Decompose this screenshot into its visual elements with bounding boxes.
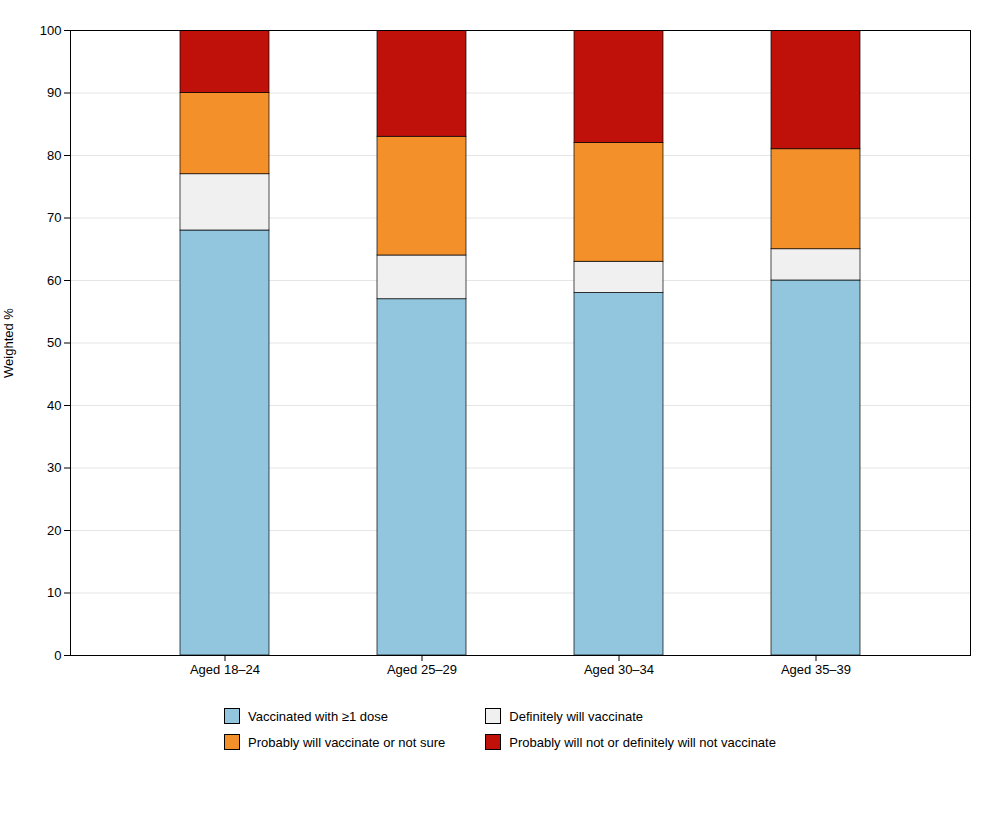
- svg-text:Aged 30–34: Aged 30–34: [584, 662, 654, 677]
- svg-text:Weighted %: Weighted %: [1, 308, 16, 378]
- html-text:Probably will not or definitel: Probably will not or definitely will not…: [509, 734, 776, 750]
- html-text:Vaccinated with ≥1 dose: Vaccinated with ≥1 dose: [248, 708, 388, 724]
- svg-text:90: 90: [47, 85, 61, 100]
- svg-text:10: 10: [47, 585, 61, 600]
- html-text:Definitely will vaccinate: Definitely will vaccinate: [509, 708, 643, 724]
- svg-text:40: 40: [47, 398, 61, 413]
- svg-text:100: 100: [40, 23, 62, 38]
- svg-text:70: 70: [47, 210, 61, 225]
- svg-text:Aged 35–39: Aged 35–39: [781, 662, 851, 677]
- svg-text:80: 80: [47, 148, 61, 163]
- svg-text:20: 20: [47, 523, 61, 538]
- svg-text:Aged 18–24: Aged 18–24: [190, 662, 260, 677]
- svg-text:60: 60: [47, 273, 61, 288]
- svg-text:Aged 25–29: Aged 25–29: [387, 662, 457, 677]
- html-text:Probably will vaccinate or not: Probably will vaccinate or not sure: [248, 734, 446, 750]
- svg-text:30: 30: [47, 460, 61, 475]
- svg-text:50: 50: [47, 335, 61, 350]
- svg-text:0: 0: [54, 648, 61, 663]
